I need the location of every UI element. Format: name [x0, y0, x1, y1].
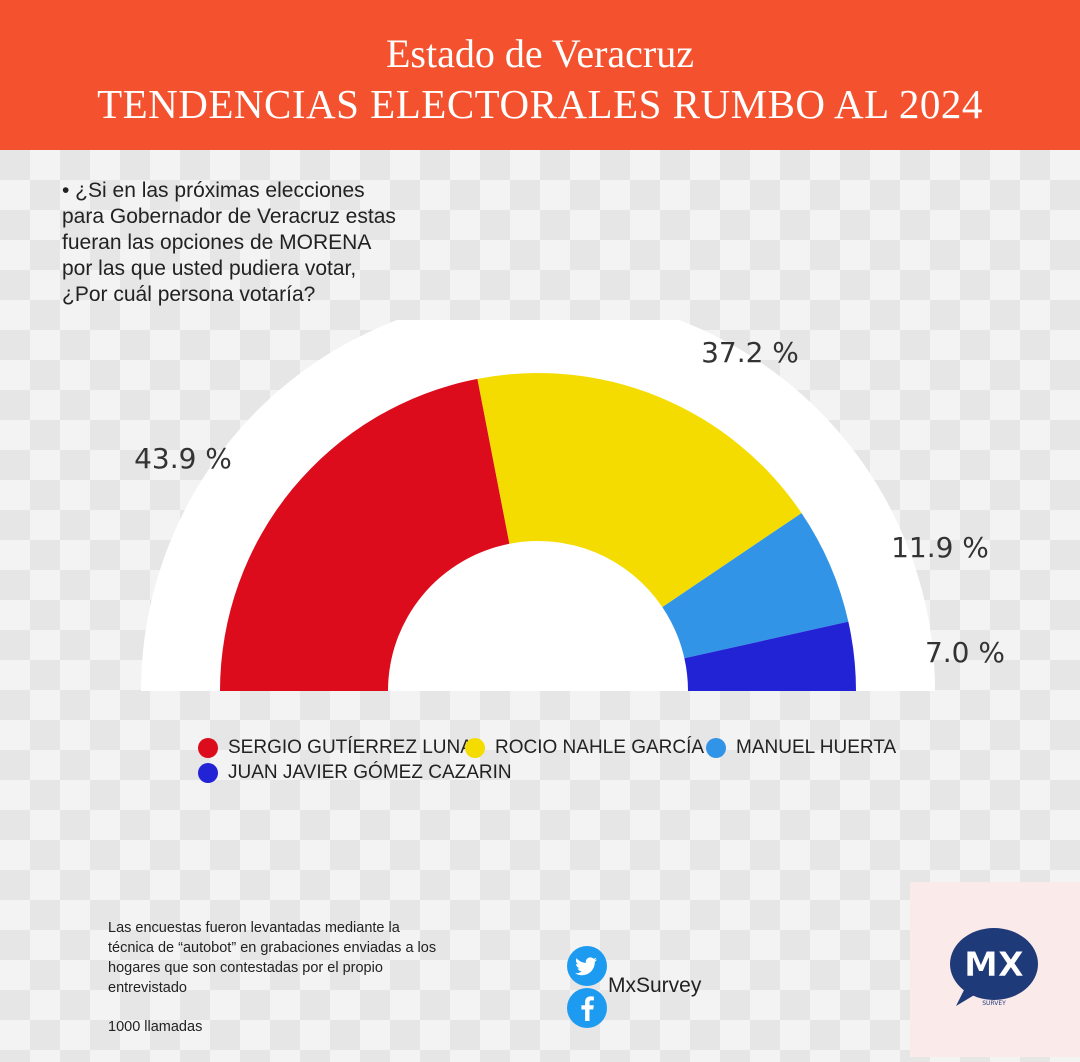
chart-slice-4: [684, 621, 856, 691]
chart-slice-3: [662, 513, 849, 659]
brand-name: MxSurvey: [608, 974, 702, 997]
mxsurvey-logo: MX SURVEY: [910, 882, 1080, 1057]
logo-subtext: SURVEY: [982, 1000, 1006, 1007]
header-banner: Estado de Veracruz TENDENCIAS ELECTORALE…: [0, 0, 1080, 150]
header-title: Estado de Veracruz: [385, 31, 694, 76]
header-subtitle: TENDENCIAS ELECTORALES RUMBO AL 2024: [97, 81, 983, 127]
chart-slice-2: [477, 373, 802, 608]
call-count: 1000 llamadas: [108, 1019, 203, 1035]
logo-text: MX: [964, 945, 1024, 985]
data-label-3: 11.9 %: [891, 531, 989, 564]
twitter-icon[interactable]: [567, 946, 607, 986]
data-label-1: 43.9 %: [134, 442, 232, 475]
facebook-icon[interactable]: [567, 988, 607, 1028]
methodology-note: Las encuestas fueron levantadas mediante…: [108, 920, 437, 996]
data-label-4: 7.0 %: [925, 636, 1005, 669]
data-label-2: 37.2 %: [701, 336, 799, 369]
survey-question: • ¿Si en las próximas elecciones para Go…: [62, 179, 396, 306]
chart-slice-1: [220, 378, 510, 691]
semicircle-chart: 43.9 % 37.2 % 11.9 % 7.0 %: [134, 320, 1005, 691]
